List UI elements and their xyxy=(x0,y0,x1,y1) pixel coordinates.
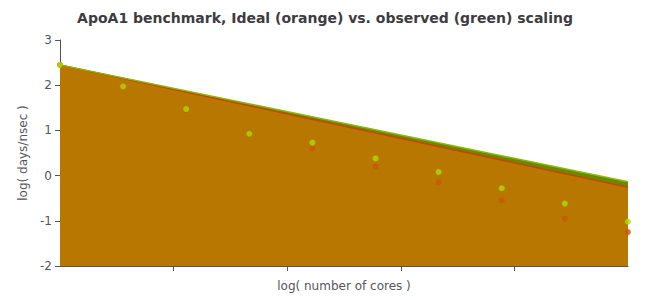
svg-text:log( days/nsec ): log( days/nsec ) xyxy=(16,105,30,201)
svg-text:log( number of cores ): log( number of cores ) xyxy=(277,279,411,293)
svg-text:ApoA1 benchmark, Ideal (orange: ApoA1 benchmark, Ideal (orange) vs. obse… xyxy=(77,10,573,26)
svg-text:3: 3 xyxy=(44,33,52,47)
svg-text:1: 1 xyxy=(44,123,52,137)
svg-text:-1: -1 xyxy=(40,214,52,228)
svg-text:0: 0 xyxy=(44,169,52,183)
svg-text:-2: -2 xyxy=(40,259,52,273)
svg-text:2: 2 xyxy=(44,78,52,92)
